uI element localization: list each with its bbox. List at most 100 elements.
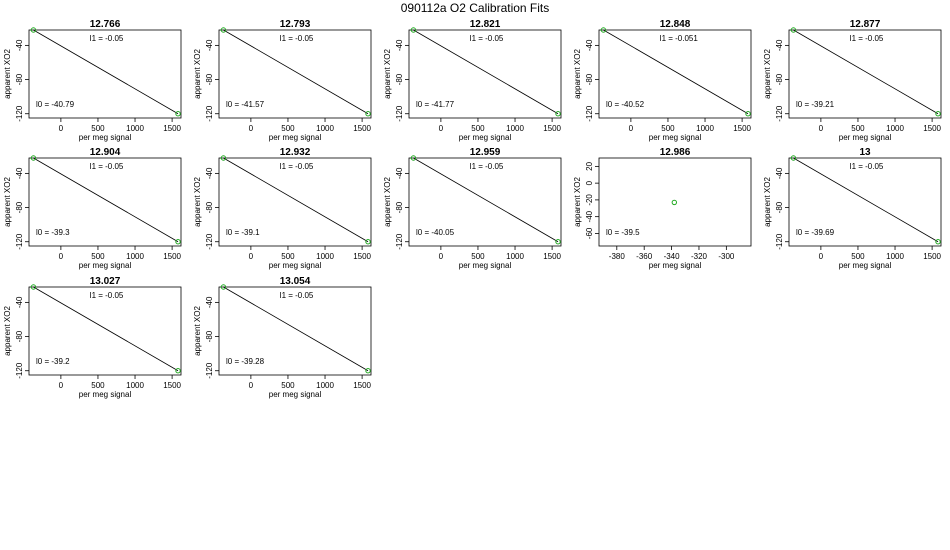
fit-line xyxy=(413,157,559,243)
x-tick-label: 1500 xyxy=(353,124,371,133)
y-tick-label: -80 xyxy=(395,73,404,85)
y-axis-label: apparent XO2 xyxy=(3,49,12,99)
y-tick-label: -60 xyxy=(585,227,594,239)
slope-annotation: l1 = -0.05 xyxy=(280,162,314,171)
fit-line xyxy=(413,29,559,115)
x-tick-label: 0 xyxy=(59,252,64,261)
fit-line xyxy=(223,29,369,115)
y-tick-label: -20 xyxy=(585,194,594,206)
x-tick-label: 500 xyxy=(661,124,675,133)
intercept-annotation: l0 = -39.2 xyxy=(36,357,70,366)
data-point xyxy=(220,284,227,290)
slope-annotation: l1 = -0.05 xyxy=(90,34,124,43)
y-tick-label: -40 xyxy=(775,39,784,51)
data-point xyxy=(220,27,227,33)
y-tick-label: -120 xyxy=(395,233,404,250)
x-tick-label: 0 xyxy=(439,124,444,133)
x-tick-label: 500 xyxy=(471,252,485,261)
panel-title: 12.986 xyxy=(660,147,691,158)
y-axis-label: apparent XO2 xyxy=(763,177,772,227)
plot-frame xyxy=(598,29,752,119)
slope-annotation: l1 = -0.05 xyxy=(280,34,314,43)
y-tick-label: -80 xyxy=(395,201,404,213)
x-axis-label: per meg signal xyxy=(79,261,132,270)
intercept-annotation: l0 = -40.52 xyxy=(606,100,645,109)
y-tick-label: -120 xyxy=(775,233,784,250)
intercept-annotation: l0 = -39.21 xyxy=(796,100,835,109)
calibration-panel: 12.959 0 500 1000 1500 -40 -80 -120 per meg sign… xyxy=(383,147,562,270)
panel-title: 12.959 xyxy=(470,147,501,158)
y-tick-label: -120 xyxy=(15,362,24,379)
y-axis-label: apparent XO2 xyxy=(383,177,392,227)
intercept-annotation: l0 = -41.57 xyxy=(226,100,265,109)
x-tick-label: 1500 xyxy=(353,381,371,390)
y-tick-label: -120 xyxy=(205,362,214,379)
x-tick-label: 0 xyxy=(249,252,254,261)
x-tick-label: 500 xyxy=(91,124,105,133)
y-tick-label: -80 xyxy=(15,330,24,342)
intercept-annotation: l0 = -39.5 xyxy=(606,228,640,237)
x-tick-label: 1500 xyxy=(163,252,181,261)
y-tick-label: -40 xyxy=(395,167,404,179)
x-tick-label: 1000 xyxy=(316,252,334,261)
y-tick-label: -40 xyxy=(205,39,214,51)
y-axis-label: apparent XO2 xyxy=(193,306,202,356)
x-tick-label: 1000 xyxy=(886,252,904,261)
x-tick-label: 1000 xyxy=(506,124,524,133)
x-tick-label: -300 xyxy=(718,252,735,261)
x-tick-label: 500 xyxy=(91,252,105,261)
plot-frame xyxy=(28,157,182,247)
data-point xyxy=(30,284,37,290)
x-tick-label: 0 xyxy=(249,381,254,390)
data-point xyxy=(410,155,417,161)
y-tick-label: -40 xyxy=(775,167,784,179)
calibration-panel: 13 0 500 1000 1500 -40 -80 -120 per meg signal ap… xyxy=(763,147,942,270)
intercept-annotation: l0 = -39.69 xyxy=(796,228,835,237)
calibration-panel: 12.821 0 500 1000 1500 -40 -80 -120 per meg sign… xyxy=(383,19,562,142)
intercept-annotation: l0 = -40.05 xyxy=(416,228,455,237)
fit-line xyxy=(793,157,939,243)
y-tick-label: 0 xyxy=(585,180,594,185)
y-tick-label: -80 xyxy=(205,201,214,213)
x-tick-label: 1000 xyxy=(886,124,904,133)
x-tick-label: 1500 xyxy=(353,252,371,261)
slope-annotation: l1 = -0.05 xyxy=(850,34,884,43)
plot-frame xyxy=(28,286,182,376)
y-tick-label: -80 xyxy=(205,73,214,85)
y-axis-label: apparent XO2 xyxy=(383,49,392,99)
slope-annotation: l1 = -0.05 xyxy=(280,291,314,300)
calibration-panel: 12.793 0 500 1000 1500 -40 -80 -120 per meg sign… xyxy=(193,19,372,142)
y-tick-label: -40 xyxy=(15,296,24,308)
panel-title: 13 xyxy=(859,147,871,158)
data-point xyxy=(555,239,561,245)
y-axis-label: apparent XO2 xyxy=(3,306,12,356)
calibration-panel: 12.877 0 500 1000 1500 -40 -80 -120 per meg sign… xyxy=(763,19,942,142)
x-tick-label: 1500 xyxy=(163,381,181,390)
y-tick-label: -40 xyxy=(15,39,24,51)
x-tick-label: 1000 xyxy=(126,381,144,390)
x-axis-label: per meg signal xyxy=(649,261,702,270)
x-tick-label: 1000 xyxy=(316,381,334,390)
calibration-panel: 12.848 0 500 1000 1500 -40 -80 -120 per meg sign… xyxy=(573,19,752,142)
y-tick-label: -80 xyxy=(15,73,24,85)
x-tick-label: 1500 xyxy=(163,124,181,133)
x-tick-label: 1000 xyxy=(506,252,524,261)
fit-line xyxy=(603,29,749,115)
panel-title: 12.793 xyxy=(280,19,311,30)
panel-title: 12.766 xyxy=(90,19,121,30)
data-point xyxy=(220,155,227,161)
x-tick-label: 500 xyxy=(471,124,485,133)
panel-title: 12.848 xyxy=(660,19,691,30)
fit-line xyxy=(33,286,179,372)
y-tick-label: -40 xyxy=(205,167,214,179)
fit-line xyxy=(33,157,179,243)
y-tick-label: -80 xyxy=(205,330,214,342)
x-tick-label: 0 xyxy=(629,124,634,133)
fit-line xyxy=(223,157,369,243)
y-tick-label: -80 xyxy=(15,201,24,213)
intercept-annotation: l0 = -39.28 xyxy=(226,357,265,366)
x-tick-label: 0 xyxy=(59,124,64,133)
data-point xyxy=(935,111,941,117)
plot-frame xyxy=(408,29,562,119)
